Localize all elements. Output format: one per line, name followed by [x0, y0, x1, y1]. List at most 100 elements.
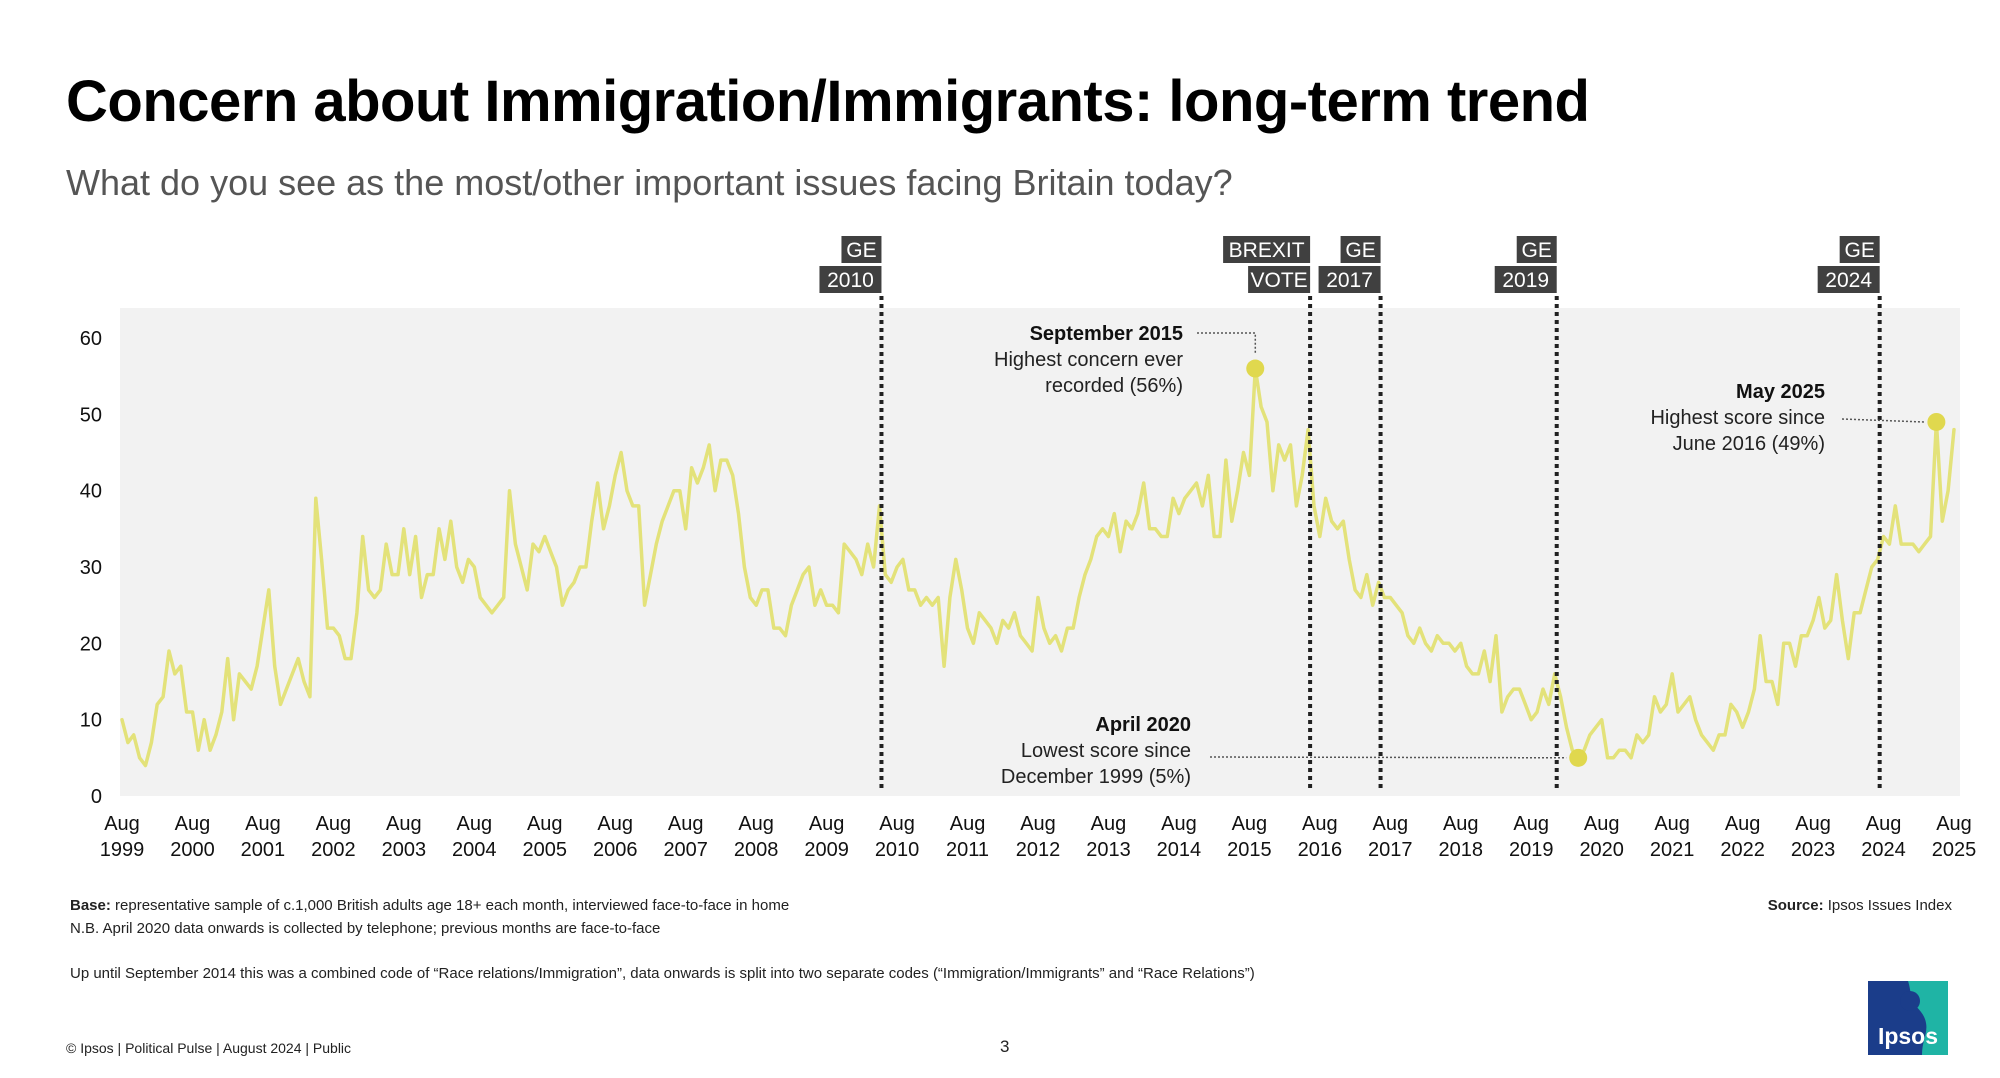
- event-label: GE: [841, 236, 882, 263]
- x-tick-label: 2023: [1791, 839, 1836, 861]
- y-tick-label: 60: [80, 328, 102, 350]
- x-tick-label: Aug: [245, 813, 281, 835]
- base-text: representative sample of c.1,000 British…: [110, 897, 790, 914]
- x-tick-label: 1999: [100, 839, 145, 861]
- x-tick-label: Aug: [1020, 813, 1056, 835]
- event-label: VOTE: [1248, 266, 1311, 293]
- x-tick-label: 2014: [1157, 839, 1202, 861]
- x-tick-label: Aug: [668, 813, 704, 835]
- annotation-connector: [1841, 418, 1925, 423]
- event-label-box: [1817, 266, 1880, 293]
- plot-area: [120, 308, 1960, 796]
- x-tick-label: 2024: [1861, 839, 1906, 861]
- x-tick-label: Aug: [1091, 813, 1127, 835]
- event-label-box: [1516, 236, 1557, 263]
- x-tick-label: 2007: [663, 839, 708, 861]
- event-label-text: 2017: [1326, 269, 1373, 292]
- event-label-text: GE: [846, 239, 876, 262]
- x-tick-label: Aug: [1866, 813, 1902, 835]
- event-label-box: [1318, 266, 1381, 293]
- y-tick-label: 40: [80, 481, 102, 503]
- x-tick-label: 2002: [311, 839, 356, 861]
- annotation-layer: September 2015 Highest concern ever record…: [994, 323, 1946, 788]
- x-tick-label: Aug: [1161, 813, 1197, 835]
- series-line: [120, 366, 1956, 768]
- annotation-text: recorded (56%): [1045, 375, 1183, 397]
- source-note: Source: Ipsos Issues Index: [1768, 897, 1952, 914]
- event-label-text: VOTE: [1251, 269, 1308, 292]
- page-title: Concern about Immigration/Immigrants: lo…: [66, 69, 1590, 134]
- annotation-text: June 2016 (49%): [1673, 433, 1825, 455]
- x-tick-label: 2004: [452, 839, 497, 861]
- event-label-text: 2019: [1502, 269, 1549, 292]
- event-label-box: [1340, 236, 1381, 263]
- line-chart: 0 10 20 30 40 50 60 Aug 1999 Aug 2000 Aug 2001 Aug 20…: [80, 236, 1977, 861]
- annotation-marker: [1246, 359, 1265, 378]
- page-subtitle: What do you see as the most/other import…: [66, 162, 1233, 203]
- copyright: © Ipsos | Political Pulse | August 2024 …: [66, 1040, 352, 1056]
- x-tick-label: 2005: [523, 839, 568, 861]
- event-label-text: 2010: [827, 269, 874, 292]
- event-label: 2019: [1494, 266, 1557, 293]
- x-tick-label: Aug: [1795, 813, 1831, 835]
- x-tick-label: 2025: [1932, 839, 1977, 861]
- x-tick-label: Aug: [457, 813, 493, 835]
- x-tick-label: 2013: [1086, 839, 1131, 861]
- event-label-text: GE: [1522, 239, 1552, 262]
- event-label-text: GE: [1345, 239, 1375, 262]
- annotation-title: May 2025: [1736, 381, 1825, 403]
- page-number: 3: [1000, 1037, 1010, 1056]
- event-label-box: [1839, 236, 1880, 263]
- base-label: Base:: [70, 897, 111, 914]
- event-label-box: [1248, 266, 1311, 293]
- event-label-box: [1223, 236, 1311, 263]
- annotation-text: December 1999 (5%): [1001, 766, 1191, 788]
- x-tick-label: Aug: [1584, 813, 1620, 835]
- x-tick-label: 2001: [241, 839, 286, 861]
- annotation-text: Lowest score since: [1021, 740, 1191, 762]
- y-axis: 0 10 20 30 40 50 60: [80, 328, 102, 808]
- base-note: Base: representative sample of c.1,000 B…: [70, 897, 789, 914]
- x-tick-label: Aug: [738, 813, 774, 835]
- event-label-text: GE: [1844, 239, 1874, 262]
- x-tick-label: Aug: [1232, 813, 1268, 835]
- y-tick-label: 0: [91, 786, 102, 808]
- event-layer: GE 2010 BREXIT VOTE GE 2017 GE 2019 GE 2024: [819, 236, 1882, 792]
- x-tick-label: 2022: [1720, 839, 1765, 861]
- y-tick-label: 50: [80, 404, 102, 426]
- x-tick-label: Aug: [386, 813, 422, 835]
- x-tick-label: Aug: [527, 813, 563, 835]
- source-text: Ipsos Issues Index: [1823, 897, 1952, 914]
- event-label: GE: [1516, 236, 1557, 263]
- x-tick-label: Aug: [1443, 813, 1479, 835]
- annotation-title: September 2015: [1030, 323, 1183, 345]
- annotation-text: Highest score since: [1650, 407, 1825, 429]
- x-tick-label: Aug: [1654, 813, 1690, 835]
- event-label: 2024: [1817, 266, 1880, 293]
- x-tick-label: Aug: [950, 813, 986, 835]
- event-label-text: 2024: [1825, 269, 1872, 292]
- source-label: Source:: [1767, 897, 1824, 914]
- x-tick-label: 2009: [804, 839, 849, 861]
- x-tick-label: 2021: [1650, 839, 1695, 861]
- ipsos-logo: Ipsos: [1868, 981, 1948, 1055]
- x-tick-label: 2003: [382, 839, 427, 861]
- x-tick-label: Aug: [1725, 813, 1761, 835]
- annotation-marker: [1569, 748, 1588, 767]
- x-tick-label: Aug: [809, 813, 845, 835]
- x-tick-label: Aug: [175, 813, 211, 835]
- event-label: GE: [1839, 236, 1880, 263]
- x-tick-label: 2019: [1509, 839, 1554, 861]
- ipsos-logo-icon: [1868, 981, 1948, 1055]
- x-tick-label: Aug: [1936, 813, 1972, 835]
- annotation-title: April 2020: [1095, 714, 1191, 736]
- x-tick-label: 2012: [1016, 839, 1061, 861]
- x-tick-label: 2000: [170, 839, 215, 861]
- x-tick-label: 2020: [1579, 839, 1624, 861]
- event-label: 2010: [819, 266, 882, 293]
- event-label: BREXIT: [1223, 236, 1311, 263]
- x-tick-label: Aug: [104, 813, 140, 835]
- event-label-text: BREXIT: [1229, 239, 1305, 262]
- y-tick-label: 30: [80, 557, 102, 579]
- ipsos-logo-text: Ipsos: [1877, 1023, 1939, 1049]
